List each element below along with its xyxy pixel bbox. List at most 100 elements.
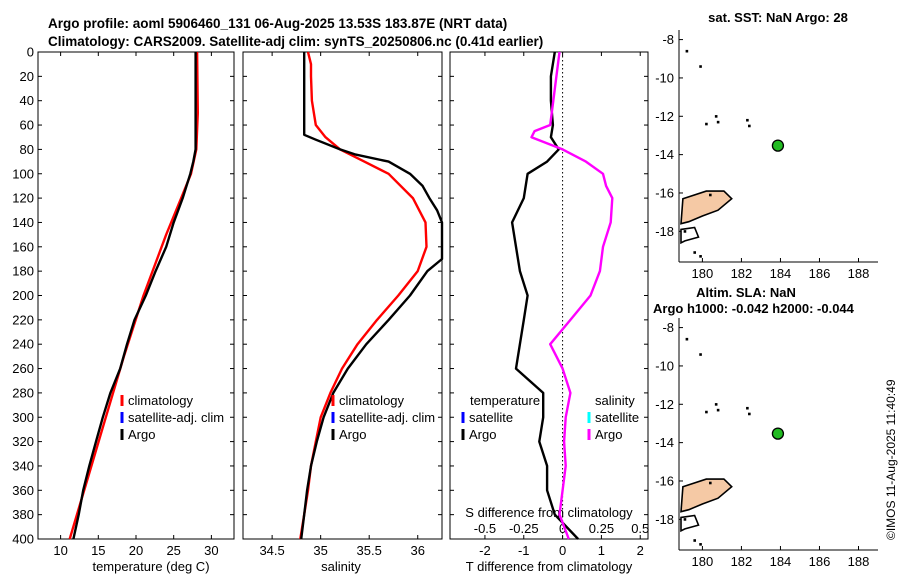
island-dot (699, 65, 702, 68)
map-x-tick-label: 180 (692, 554, 714, 569)
sst-map-panel: sat. SST: NaN Argo: 28 -8 -10 -12 -14 -16 -18… (655, 10, 878, 281)
island-dot (685, 337, 689, 341)
plot-frame-0 (37, 51, 235, 540)
x-tick-label: 34.5 (259, 543, 284, 558)
x-tick-label: 10 (53, 543, 67, 558)
legend-label: satellite-adj. clim (128, 410, 224, 425)
sla-map-subtitle: Argo h1000: -0.042 h2000: -0.044 (653, 301, 855, 316)
island-dot (709, 193, 712, 197)
legend-label: climatology (128, 393, 194, 408)
y-tick-label: 220 (12, 312, 34, 327)
legend-label: satellite (469, 410, 513, 425)
map-y-tick-label: -12 (655, 397, 674, 412)
island-dot (699, 353, 702, 356)
legend-title: temperature (470, 393, 540, 408)
header-line-1: Argo profile: aoml 5906460_131 06-Aug-20… (48, 16, 507, 31)
profile-location-marker (771, 427, 785, 440)
x-tick-label: 1 (598, 543, 605, 558)
map-x-tick-label: 188 (848, 554, 870, 569)
x-tick-label: 20 (129, 543, 143, 558)
x-tick-label: 35.5 (357, 543, 382, 558)
sla-map-title: Altim. SLA: NaN (696, 285, 796, 300)
legend-label: Argo (469, 427, 496, 442)
map-x-tick-label: 186 (809, 554, 831, 569)
y-tick-label: 320 (12, 434, 34, 449)
map-x-tick-label: 188 (848, 266, 870, 281)
legend-label: Argo (595, 427, 622, 442)
y-tick-label: 180 (12, 264, 34, 279)
map-y-tick-label: -14 (655, 147, 674, 162)
map-x-tick-label: 186 (809, 266, 831, 281)
x-tick-label: -1 (518, 543, 530, 558)
series-line-climatology (299, 51, 428, 540)
y-tick-label: 140 (12, 215, 34, 230)
series-line-temperature-argo (510, 51, 579, 540)
legend-label: satellite (595, 410, 639, 425)
temperature-xlabel: temperature (deg C) (92, 559, 209, 574)
map-x-tick-label: 182 (731, 554, 753, 569)
map-y-tick-label: -16 (655, 473, 674, 488)
series-line-argo (72, 52, 197, 540)
y-tick-label: 360 (12, 483, 34, 498)
y-tick-label: 80 (20, 142, 34, 157)
island-dot (709, 481, 712, 485)
difference-xlabel: T difference from climatology (466, 559, 633, 574)
header-line-2: Climatology: CARS2009. Satellite-adj cli… (48, 34, 543, 49)
island-dot (685, 49, 689, 53)
temperature-panel: temperature (deg C) 0 20 40 60 80 100 120 140 16… (12, 45, 235, 574)
profile-location-marker (771, 139, 785, 152)
island-dot (683, 518, 687, 521)
island-dot (746, 406, 749, 410)
map-x-tick-label: 182 (731, 266, 753, 281)
land-outline (680, 514, 700, 533)
x-tick-label: 30 (204, 543, 218, 558)
x-tick-label-top: -0.25 (509, 521, 539, 536)
island-dot (693, 251, 697, 254)
salinity-xlabel: salinity (321, 559, 361, 574)
legend-label: Argo (339, 427, 366, 442)
y-tick-label: 300 (12, 410, 34, 425)
land-mass (680, 478, 733, 513)
map-y-tick-label: -8 (662, 32, 674, 47)
x-tick-label: -2 (479, 543, 491, 558)
map-y-tick-label: -18 (655, 224, 674, 239)
map-x-tick-label: 184 (770, 554, 792, 569)
difference-panel: T difference from climatology S differen… (449, 51, 649, 574)
island-dot (699, 543, 702, 546)
x-tick-label-top: 0 (559, 521, 566, 536)
x-tick-label-top: 0.25 (589, 521, 614, 536)
y-tick-label: 400 (12, 532, 34, 547)
salinity-panel: salinity 34.5 35 35.5 36 climatology satellit… (242, 51, 444, 574)
x-tick-label: 25 (166, 543, 180, 558)
island-dot (716, 408, 720, 412)
x-tick-label: 2 (637, 543, 644, 558)
y-tick-label: 340 (12, 458, 34, 473)
island-dot (716, 120, 720, 124)
land-mass (680, 190, 733, 225)
y-tick-label: 380 (12, 507, 34, 522)
island-dot (714, 403, 718, 406)
series-line-salinity-argo (530, 51, 614, 540)
y-tick-label: 160 (12, 239, 34, 254)
series-line-argo (300, 52, 444, 540)
island-dot (705, 122, 708, 126)
legend-label: climatology (339, 393, 405, 408)
legend-title: salinity (595, 393, 635, 408)
x-tick-label: 35 (313, 543, 327, 558)
y-tick-label: 120 (12, 191, 34, 206)
legend-label: satellite-adj. clim (339, 410, 435, 425)
y-tick-label: 0 (27, 45, 34, 60)
sst-map-title: sat. SST: NaN Argo: 28 (708, 10, 848, 25)
y-tick-label: 100 (12, 166, 34, 181)
x-tick-label-top: 0.5 (631, 521, 649, 536)
x-tick-label: 15 (91, 543, 105, 558)
map-x-tick-label: 184 (770, 266, 792, 281)
map-y-tick-label: -16 (655, 185, 674, 200)
timestamp-label: ©IMOS 11-Aug-2025 11:40:49 (884, 379, 898, 540)
y-tick-label: 40 (20, 93, 34, 108)
x-tick-label: 0 (559, 543, 566, 558)
x-tick-label-top: -0.5 (474, 521, 496, 536)
island-dot (705, 410, 708, 414)
plot-frame-1 (242, 51, 443, 540)
y-tick-label: 200 (12, 288, 34, 303)
